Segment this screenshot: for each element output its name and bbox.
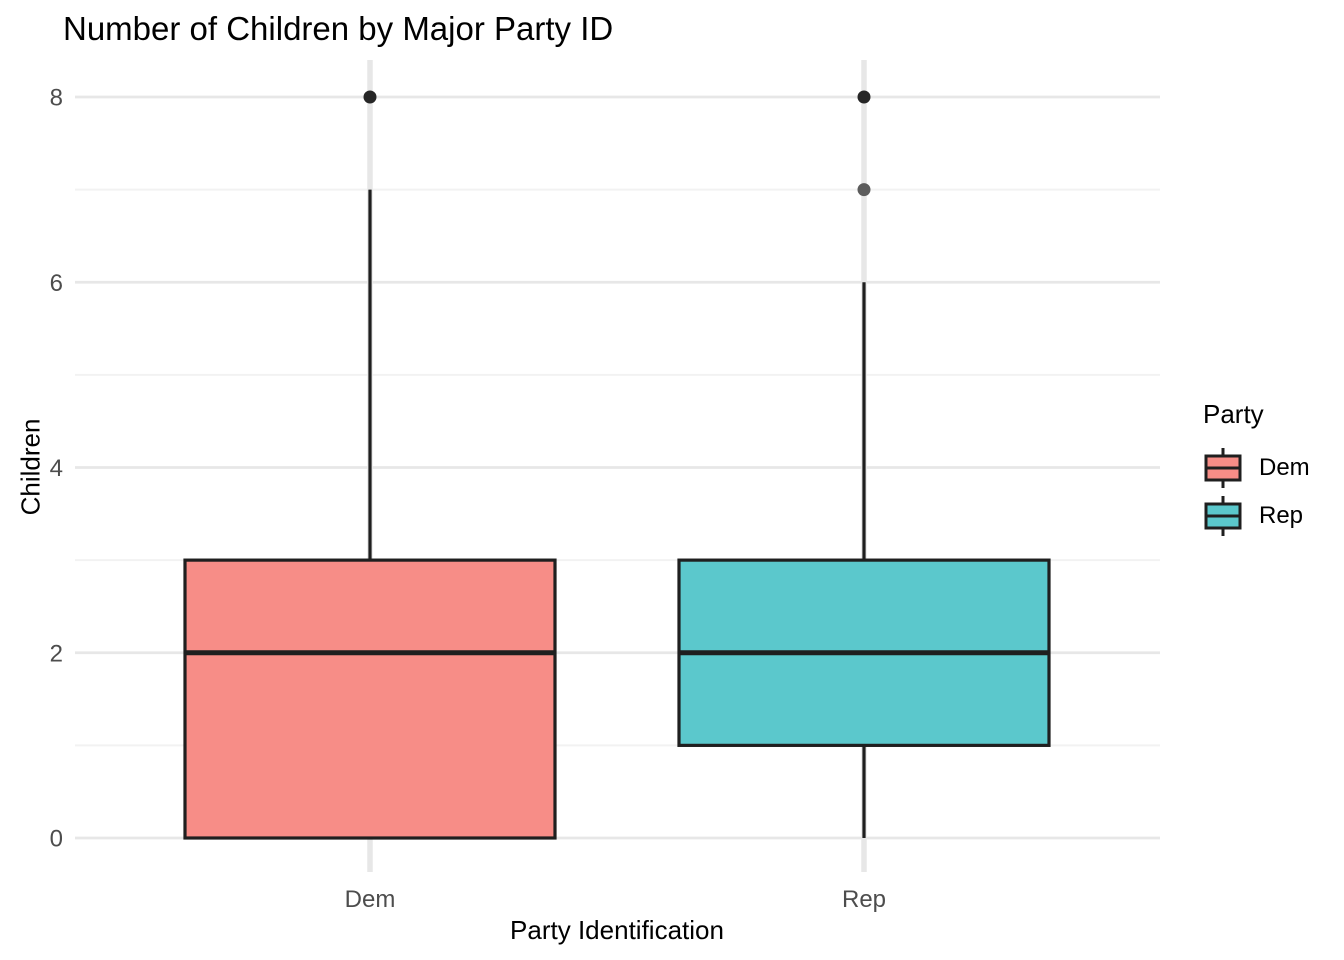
boxplot-glyph-dem-icon — [1204, 448, 1242, 488]
outlier-point-7 — [857, 183, 871, 197]
boxplot-glyph-rep-icon — [1204, 496, 1242, 536]
y-tick-label-4: 4 — [50, 455, 63, 482]
y-axis-title: Children — [15, 418, 46, 516]
legend-items: Dem Rep — [1203, 444, 1310, 540]
x-tick-label-rep: Rep — [842, 886, 886, 913]
y-tick-label-8: 8 — [50, 85, 63, 112]
legend-label-dem: Dem — [1259, 454, 1310, 481]
boxplot-rep — [677, 90, 1051, 838]
legend-title: Party — [1203, 399, 1264, 429]
x-tick-label-dem: Dem — [345, 886, 396, 913]
y-tick-label-2: 2 — [50, 640, 63, 667]
chart-title: Number of Children by Major Party ID — [63, 10, 614, 47]
y-tick-label-0: 0 — [50, 826, 63, 853]
legend-item-dem: Dem — [1203, 444, 1310, 492]
y-tick-label-6: 6 — [50, 270, 63, 297]
legend-item-rep: Rep — [1203, 492, 1310, 540]
legend-label-rep: Rep — [1259, 502, 1304, 529]
legend: Party Dem Rep — [1203, 399, 1310, 540]
box-iqr — [183, 558, 557, 840]
boxplot-dem — [183, 90, 557, 840]
outlier-point-8 — [363, 90, 377, 104]
x-axis-title: Party Identification — [510, 915, 724, 945]
outlier-point-8 — [857, 90, 871, 104]
